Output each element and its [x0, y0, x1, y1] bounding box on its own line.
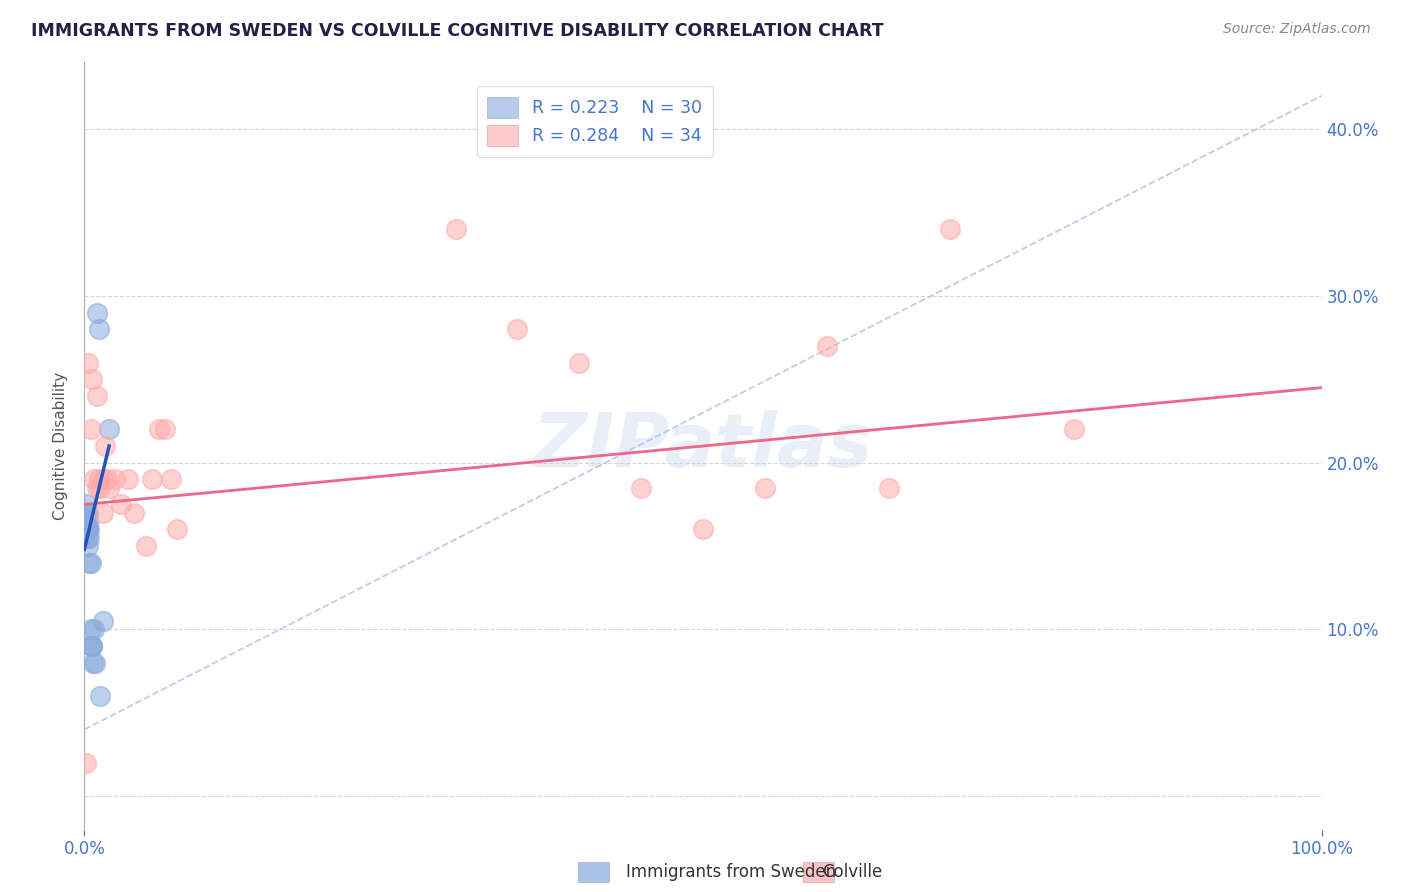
Point [94, 439, 117, 453]
Point [82, 656, 104, 670]
Point [89, 689, 111, 703]
Point [98, 422, 121, 436]
Point [104, 472, 127, 486]
Point [148, 422, 170, 436]
Point [73, 531, 96, 545]
Text: Immigrants from Sweden: Immigrants from Sweden [626, 863, 835, 881]
Point [89, 481, 111, 495]
Point [77, 506, 100, 520]
Point [166, 522, 188, 536]
Point [76, 531, 98, 545]
Point [80, 372, 103, 386]
Point [79, 556, 101, 570]
Point [86, 305, 108, 319]
Point [76, 506, 98, 520]
Point [135, 539, 157, 553]
Point [79, 623, 101, 637]
Point [141, 472, 163, 486]
Point [77, 517, 100, 532]
Point [96, 472, 118, 486]
Point [91, 614, 114, 628]
Point [77, 539, 100, 553]
Point [75, 509, 97, 524]
Point [877, 481, 900, 495]
Point [84, 656, 107, 670]
Point [568, 356, 591, 370]
Legend: R = 0.223    N = 30, R = 0.284    N = 34: R = 0.223 N = 30, R = 0.284 N = 34 [477, 87, 713, 157]
Point [630, 481, 652, 495]
Bar [803, 863, 834, 882]
Point [122, 506, 145, 520]
Point [75, 756, 97, 770]
Point [79, 422, 101, 436]
Point [506, 322, 529, 336]
Point [110, 497, 132, 511]
Point [444, 222, 467, 236]
Y-axis label: Cognitive Disability: Cognitive Disability [53, 372, 69, 520]
Point [83, 623, 105, 637]
Point [1063, 422, 1085, 436]
Point [79, 639, 101, 653]
Point [77, 514, 100, 528]
Point [98, 481, 121, 495]
Point [153, 422, 176, 436]
Point [89, 322, 111, 336]
Point [77, 522, 100, 536]
Point [76, 522, 98, 536]
Point [815, 339, 838, 353]
Bar [578, 863, 609, 882]
Text: ZIPatlas: ZIPatlas [533, 409, 873, 483]
Point [79, 522, 101, 536]
Text: Colville: Colville [823, 863, 883, 881]
Text: Source: ZipAtlas.com: Source: ZipAtlas.com [1223, 22, 1371, 37]
Point [80, 639, 103, 653]
Point [75, 514, 97, 528]
Point [86, 481, 108, 495]
Point [75, 497, 97, 511]
Point [77, 356, 100, 370]
Point [79, 531, 101, 545]
Point [754, 481, 776, 495]
Point [79, 556, 101, 570]
Point [91, 506, 114, 520]
Point [83, 472, 105, 486]
Point [75, 506, 97, 520]
Point [91, 472, 114, 486]
Point [86, 389, 108, 403]
Point [117, 472, 139, 486]
Point [89, 472, 111, 486]
Point [939, 222, 962, 236]
Point [80, 639, 103, 653]
Point [160, 472, 183, 486]
Point [76, 517, 98, 532]
Text: IMMIGRANTS FROM SWEDEN VS COLVILLE COGNITIVE DISABILITY CORRELATION CHART: IMMIGRANTS FROM SWEDEN VS COLVILLE COGNI… [31, 22, 883, 40]
Point [692, 522, 714, 536]
